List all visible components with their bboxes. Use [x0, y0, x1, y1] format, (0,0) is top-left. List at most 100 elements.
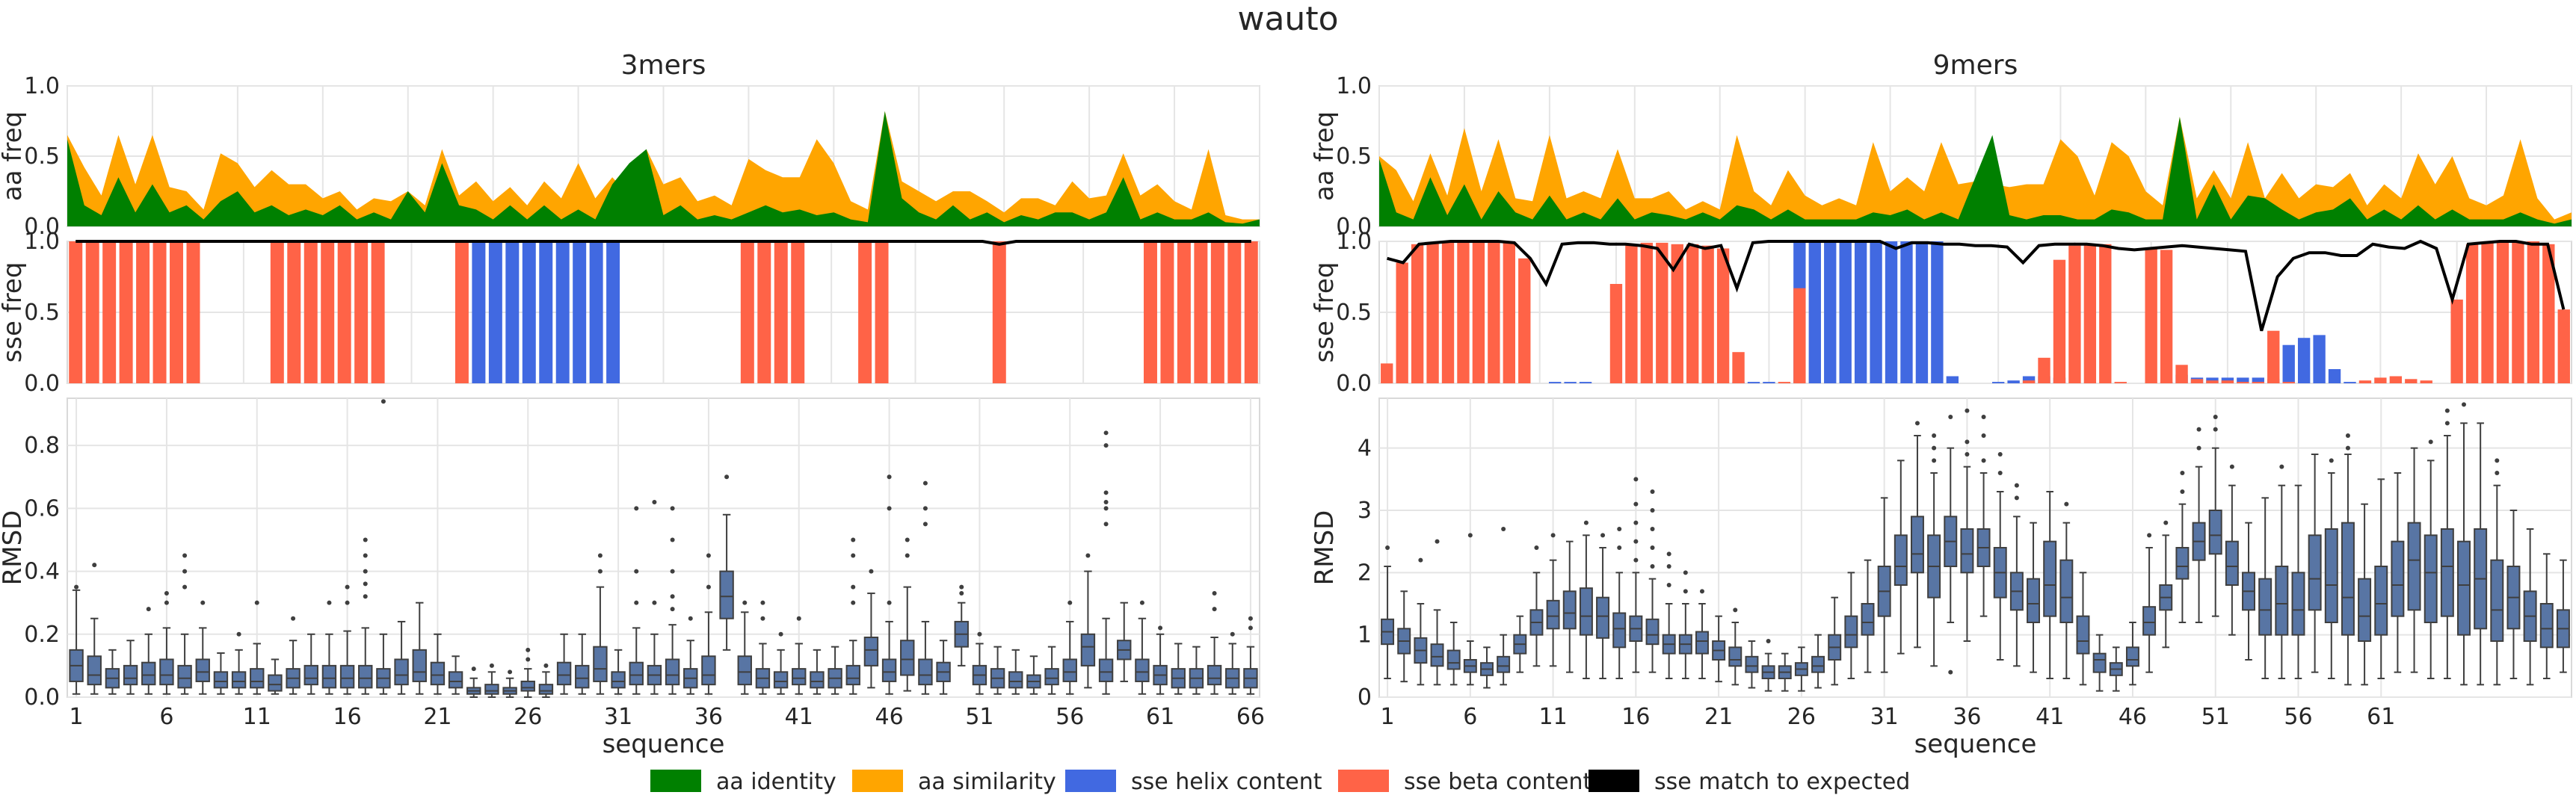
- box-iqr: [1960, 528, 1974, 574]
- box: [1171, 643, 1186, 695]
- box-iqr: [1894, 534, 1908, 586]
- box-iqr: [1008, 671, 1023, 689]
- x-tick-label: 46: [2119, 704, 2147, 730]
- box-outlier: [182, 569, 188, 574]
- box-iqr: [1430, 643, 1444, 667]
- box-iqr: [1596, 596, 1610, 639]
- box: [1728, 607, 1743, 686]
- bar-sse-beta: [69, 241, 83, 383]
- bar-sse-helix: [1839, 241, 1852, 383]
- box-outlier: [2329, 458, 2334, 463]
- box-outlier: [597, 569, 603, 574]
- bar-sse-beta: [2512, 241, 2524, 383]
- legend-label: sse helix content: [1131, 769, 1322, 795]
- box-outlier: [887, 506, 892, 511]
- box: [2175, 471, 2190, 623]
- bar-sse-beta: [2068, 245, 2081, 383]
- box-iqr: [792, 668, 807, 686]
- bar-sse-beta: [2099, 244, 2112, 383]
- box: [2192, 427, 2206, 623]
- box-iqr: [1745, 655, 1759, 673]
- box-iqr: [593, 646, 608, 682]
- box: [2539, 553, 2554, 679]
- box-iqr: [1728, 646, 1743, 667]
- y-tick-label: 0.2: [24, 622, 60, 648]
- box-outlier: [2428, 439, 2433, 445]
- bar-sse-helix: [606, 241, 620, 383]
- box-outlier: [254, 600, 259, 605]
- box-iqr: [2407, 522, 2421, 611]
- box: [1446, 622, 1461, 686]
- box: [683, 616, 698, 695]
- bar-sse-helix: [573, 241, 587, 383]
- bar-sse-beta: [875, 241, 889, 383]
- y-tick-label: 1.0: [24, 73, 60, 99]
- box-iqr: [629, 661, 644, 686]
- box: [2308, 454, 2322, 673]
- box-outlier: [851, 537, 856, 542]
- box-outlier: [1617, 527, 1622, 531]
- bar-sse-helix: [1747, 382, 1760, 383]
- box-outlier: [1633, 520, 1639, 525]
- bar-sse-beta: [1194, 241, 1208, 383]
- box-outlier: [2064, 501, 2069, 507]
- x-tick-label: 31: [1870, 704, 1899, 730]
- box: [629, 506, 644, 695]
- box-outlier: [2014, 495, 2019, 501]
- box-outlier: [363, 553, 368, 558]
- box-outlier: [1600, 533, 1606, 538]
- box-outlier: [363, 594, 368, 599]
- box: [141, 607, 156, 695]
- box: [1976, 415, 1991, 617]
- bar-sse-beta: [2022, 380, 2036, 383]
- bar-sse-beta: [1656, 242, 1668, 383]
- bar-sse-beta: [2221, 380, 2234, 383]
- box: [2506, 510, 2521, 679]
- box: [394, 620, 409, 695]
- box-iqr: [250, 668, 265, 689]
- box-outlier: [1103, 430, 1109, 436]
- box: [1562, 540, 1577, 673]
- box-outlier: [905, 537, 910, 542]
- bar-sse-beta: [1210, 241, 1224, 383]
- box-iqr: [2440, 528, 2454, 617]
- bar-sse-beta: [1609, 284, 1623, 383]
- box-iqr: [1861, 603, 1875, 636]
- box: [1811, 634, 1825, 689]
- x-tick-label: 11: [243, 704, 271, 730]
- legend: aa identity aa similarity sse helix conten…: [650, 769, 1910, 795]
- box-iqr: [520, 680, 535, 692]
- box-iqr: [2258, 578, 2273, 636]
- box-outlier: [2180, 489, 2185, 494]
- box-iqr: [1844, 615, 1858, 649]
- box-outlier: [2495, 471, 2500, 475]
- box-iqr: [863, 637, 879, 667]
- box-outlier: [345, 600, 350, 605]
- bar-sse-beta: [1426, 242, 1439, 383]
- box: [1927, 433, 1941, 667]
- box: [1662, 551, 1676, 679]
- box: [339, 584, 355, 695]
- line-sse-match: [1387, 239, 2566, 332]
- box-outlier: [959, 591, 964, 596]
- box-outlier: [887, 600, 892, 605]
- legend-label: aa similarity: [918, 769, 1056, 795]
- box: [2474, 422, 2488, 686]
- box: [737, 600, 752, 695]
- box-iqr: [2308, 534, 2322, 611]
- box-iqr: [2358, 578, 2372, 643]
- box: [1381, 545, 1395, 679]
- y-tick-label: 0.5: [1336, 143, 1372, 170]
- box-outlier: [922, 506, 928, 511]
- box: [430, 633, 446, 695]
- y-tick-label: 0.5: [24, 300, 60, 326]
- bar-sse-beta: [2481, 242, 2494, 383]
- box-outlier: [2345, 445, 2350, 451]
- y-tick-label: 2: [1358, 560, 1372, 586]
- y-tick-label: 0.4: [24, 559, 60, 585]
- box-outlier: [1683, 570, 1688, 575]
- box: [1745, 640, 1759, 689]
- box-outlier: [706, 584, 711, 590]
- bar-sse-beta: [1503, 242, 1515, 383]
- box-outlier: [2462, 402, 2467, 407]
